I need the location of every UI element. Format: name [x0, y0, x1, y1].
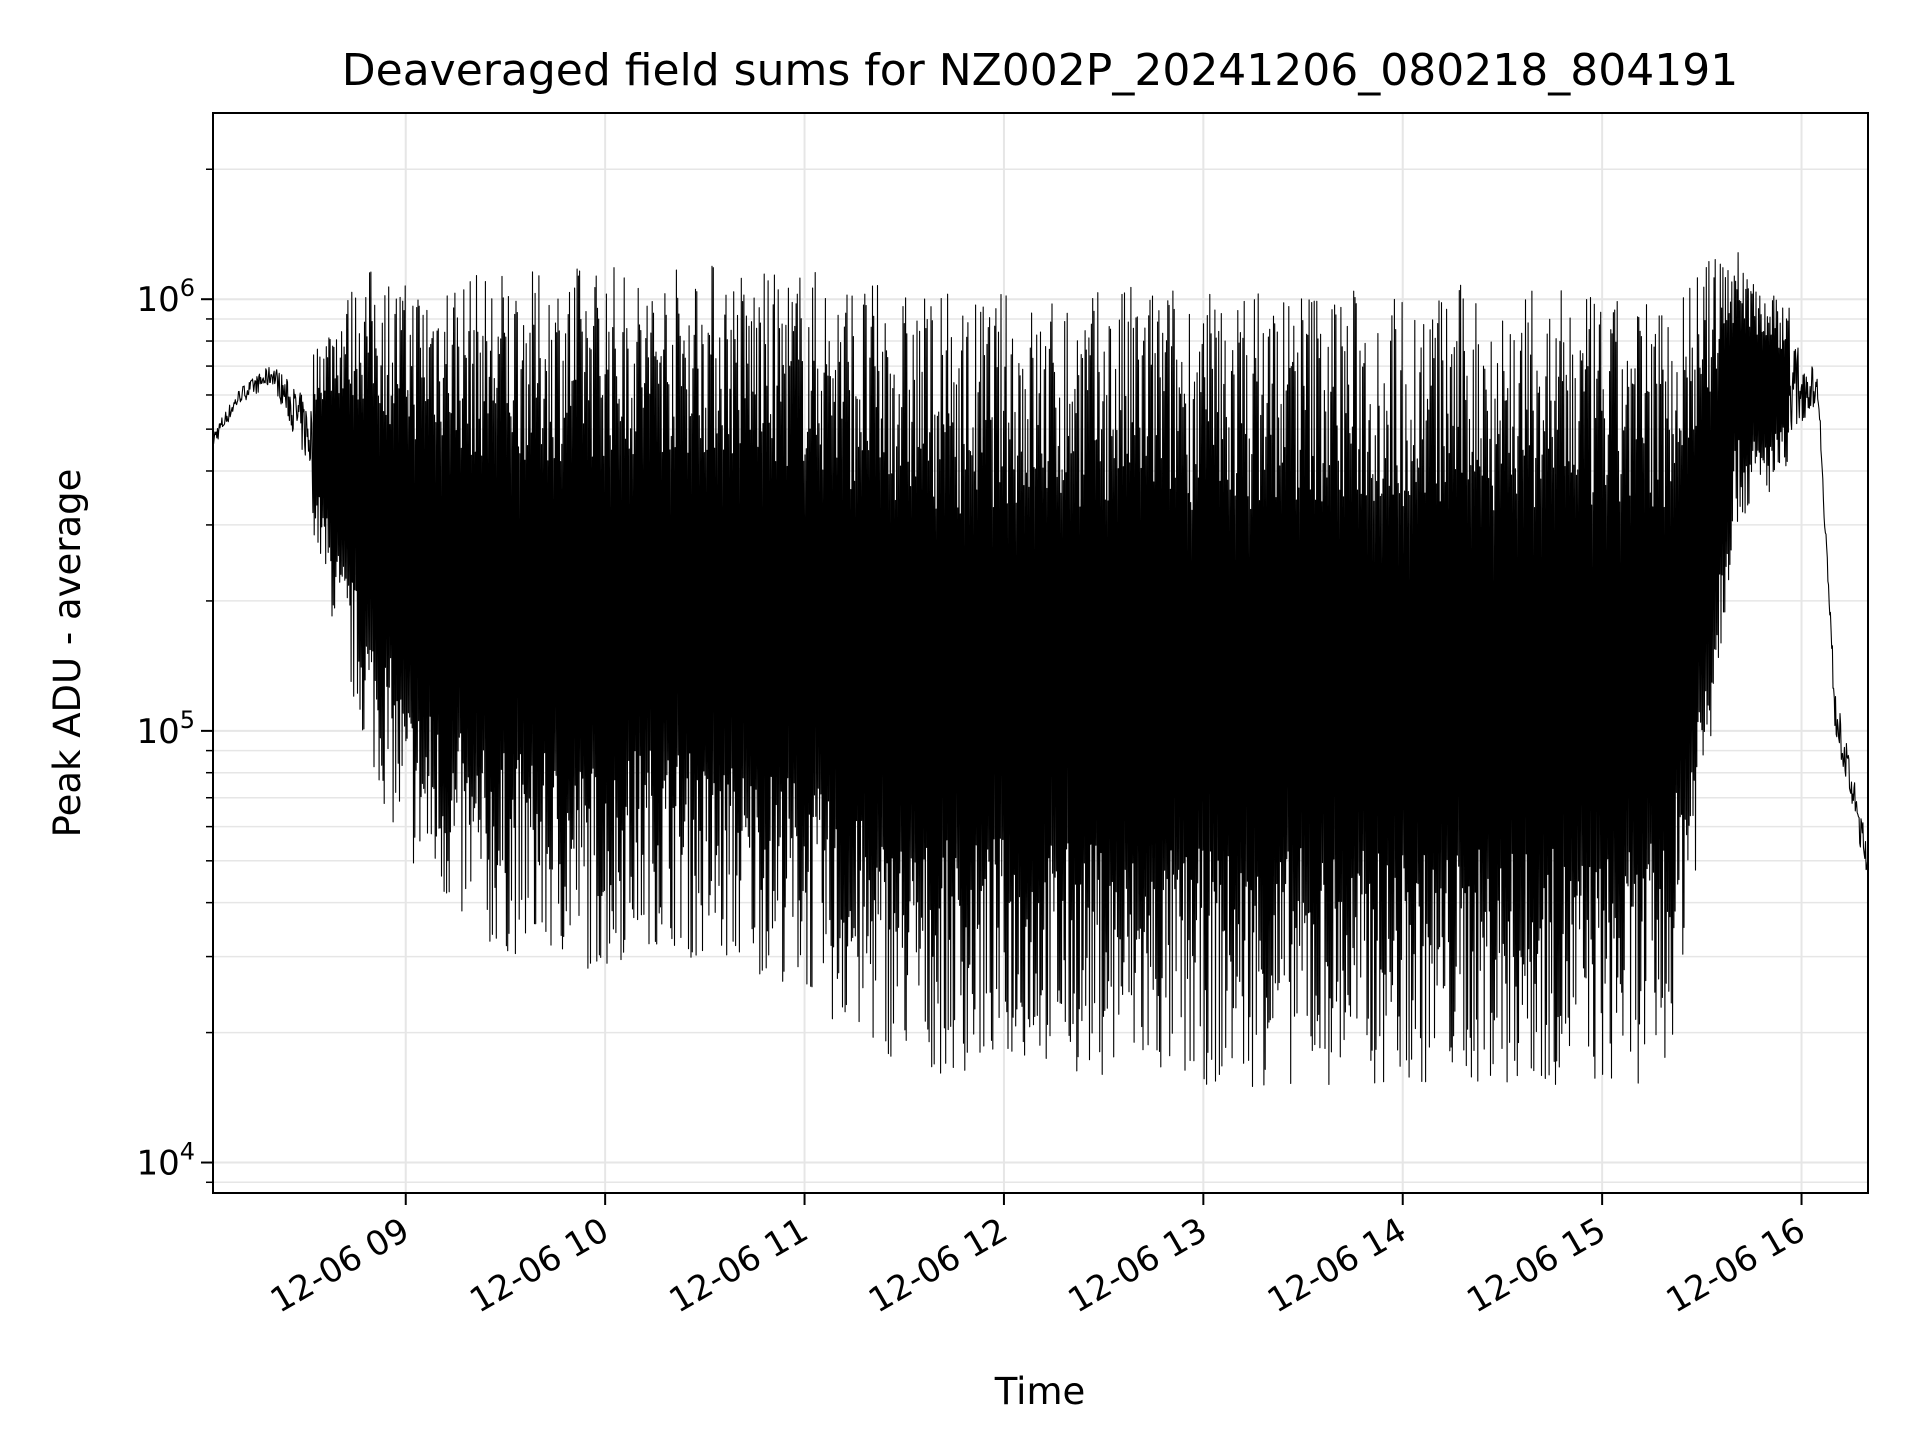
y-axis-label: Peak ADU - average: [46, 469, 89, 838]
x-tick-label: 12-06 10: [463, 1210, 615, 1321]
y-axis: 104 105 106: [136, 168, 213, 1184]
x-tick-label: 12-06 09: [264, 1210, 416, 1321]
x-tick-label: 12-06 16: [1660, 1210, 1812, 1321]
data-series: [212, 252, 1869, 1088]
x-tick-label: 12-06 11: [663, 1210, 815, 1321]
plot-area-frame: [212, 112, 1869, 1194]
chart-title: Deaveraged field sums for NZ002P_2024120…: [342, 45, 1738, 96]
x-tick-label: 12-06 14: [1261, 1210, 1413, 1321]
x-axis: 12-06 09 12-06 10 12-06 11 12-06 12 12-06 13…: [264, 1193, 1812, 1321]
y-tick-label: 105: [136, 706, 195, 752]
x-axis-label: Time: [994, 1370, 1086, 1413]
y-tick-label: 104: [136, 1138, 195, 1184]
x-tick-label: 12-06 12: [862, 1210, 1014, 1321]
x-tick-label: 12-06 15: [1460, 1210, 1612, 1321]
x-tick-label: 12-06 13: [1061, 1210, 1213, 1321]
series-line: [212, 252, 1869, 1088]
y-tick-label: 106: [136, 274, 195, 320]
